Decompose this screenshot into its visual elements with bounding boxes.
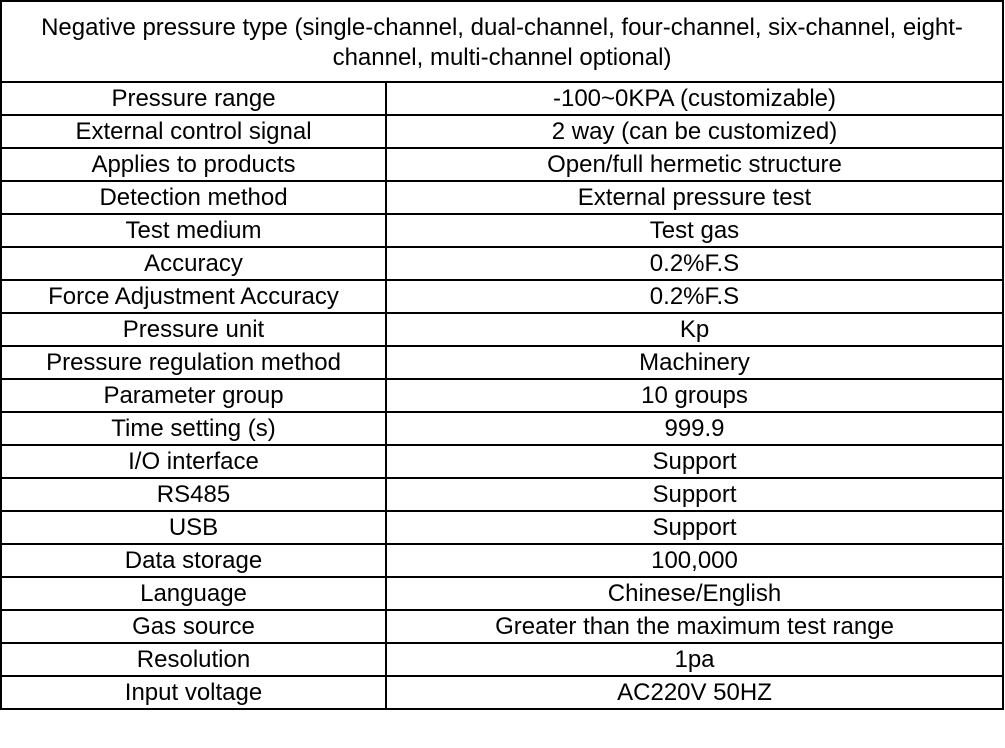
- table-row: Detection method External pressure test: [0, 180, 1004, 215]
- spec-label: Resolution: [0, 642, 387, 677]
- table-row: Resolution 1pa: [0, 642, 1004, 677]
- spec-label: Pressure unit: [0, 312, 387, 347]
- spec-label: Test medium: [0, 213, 387, 248]
- spec-label: Accuracy: [0, 246, 387, 281]
- table-header: Negative pressure type (single-channel, …: [0, 0, 1004, 83]
- spec-label: Input voltage: [0, 675, 387, 710]
- spec-label: Pressure regulation method: [0, 345, 387, 380]
- spec-value: 2 way (can be customized): [385, 114, 1004, 149]
- table-row: Parameter group 10 groups: [0, 378, 1004, 413]
- table-row: Applies to products Open/full hermetic st…: [0, 147, 1004, 182]
- spec-label: Pressure range: [0, 81, 387, 116]
- spec-label: Force Adjustment Accuracy: [0, 279, 387, 314]
- table-row: I/O interface Support: [0, 444, 1004, 479]
- spec-value: AC220V 50HZ: [385, 675, 1004, 710]
- spec-label: Parameter group: [0, 378, 387, 413]
- spec-value: Test gas: [385, 213, 1004, 248]
- spec-value: Open/full hermetic structure: [385, 147, 1004, 182]
- spec-label: USB: [0, 510, 387, 545]
- table-row: Gas source Greater than the maximum test …: [0, 609, 1004, 644]
- spec-value: External pressure test: [385, 180, 1004, 215]
- table-row: Pressure range -100~0KPA (customizable): [0, 81, 1004, 116]
- table-row: Pressure unit Kp: [0, 312, 1004, 347]
- spec-value: Support: [385, 444, 1004, 479]
- spec-value: Greater than the maximum test range: [385, 609, 1004, 644]
- spec-table: Negative pressure type (single-channel, …: [0, 0, 1004, 710]
- spec-label: Data storage: [0, 543, 387, 578]
- spec-value: Chinese/English: [385, 576, 1004, 611]
- spec-label: Applies to products: [0, 147, 387, 182]
- table-row: Data storage 100,000: [0, 543, 1004, 578]
- spec-value: Support: [385, 477, 1004, 512]
- spec-label: Time setting (s): [0, 411, 387, 446]
- table-row: Time setting (s) 999.9: [0, 411, 1004, 446]
- spec-value: 999.9: [385, 411, 1004, 446]
- table-row: Test medium Test gas: [0, 213, 1004, 248]
- spec-value: -100~0KPA (customizable): [385, 81, 1004, 116]
- spec-label: I/O interface: [0, 444, 387, 479]
- spec-label: Detection method: [0, 180, 387, 215]
- spec-value: 10 groups: [385, 378, 1004, 413]
- spec-value: 100,000: [385, 543, 1004, 578]
- spec-value: Kp: [385, 312, 1004, 347]
- spec-label: Gas source: [0, 609, 387, 644]
- table-row: Force Adjustment Accuracy 0.2%F.S: [0, 279, 1004, 314]
- spec-value: 0.2%F.S: [385, 246, 1004, 281]
- spec-label: Language: [0, 576, 387, 611]
- spec-value: 0.2%F.S: [385, 279, 1004, 314]
- spec-value: Machinery: [385, 345, 1004, 380]
- spec-value: 1pa: [385, 642, 1004, 677]
- table-row: Language Chinese/English: [0, 576, 1004, 611]
- spec-label: RS485: [0, 477, 387, 512]
- table-row: RS485 Support: [0, 477, 1004, 512]
- spec-value: Support: [385, 510, 1004, 545]
- table-row: Input voltage AC220V 50HZ: [0, 675, 1004, 710]
- table-row: USB Support: [0, 510, 1004, 545]
- spec-label: External control signal: [0, 114, 387, 149]
- header-row: Negative pressure type (single-channel, …: [0, 0, 1004, 83]
- table-row: Pressure regulation method Machinery: [0, 345, 1004, 380]
- table-row: External control signal 2 way (can be cus…: [0, 114, 1004, 149]
- table-row: Accuracy 0.2%F.S: [0, 246, 1004, 281]
